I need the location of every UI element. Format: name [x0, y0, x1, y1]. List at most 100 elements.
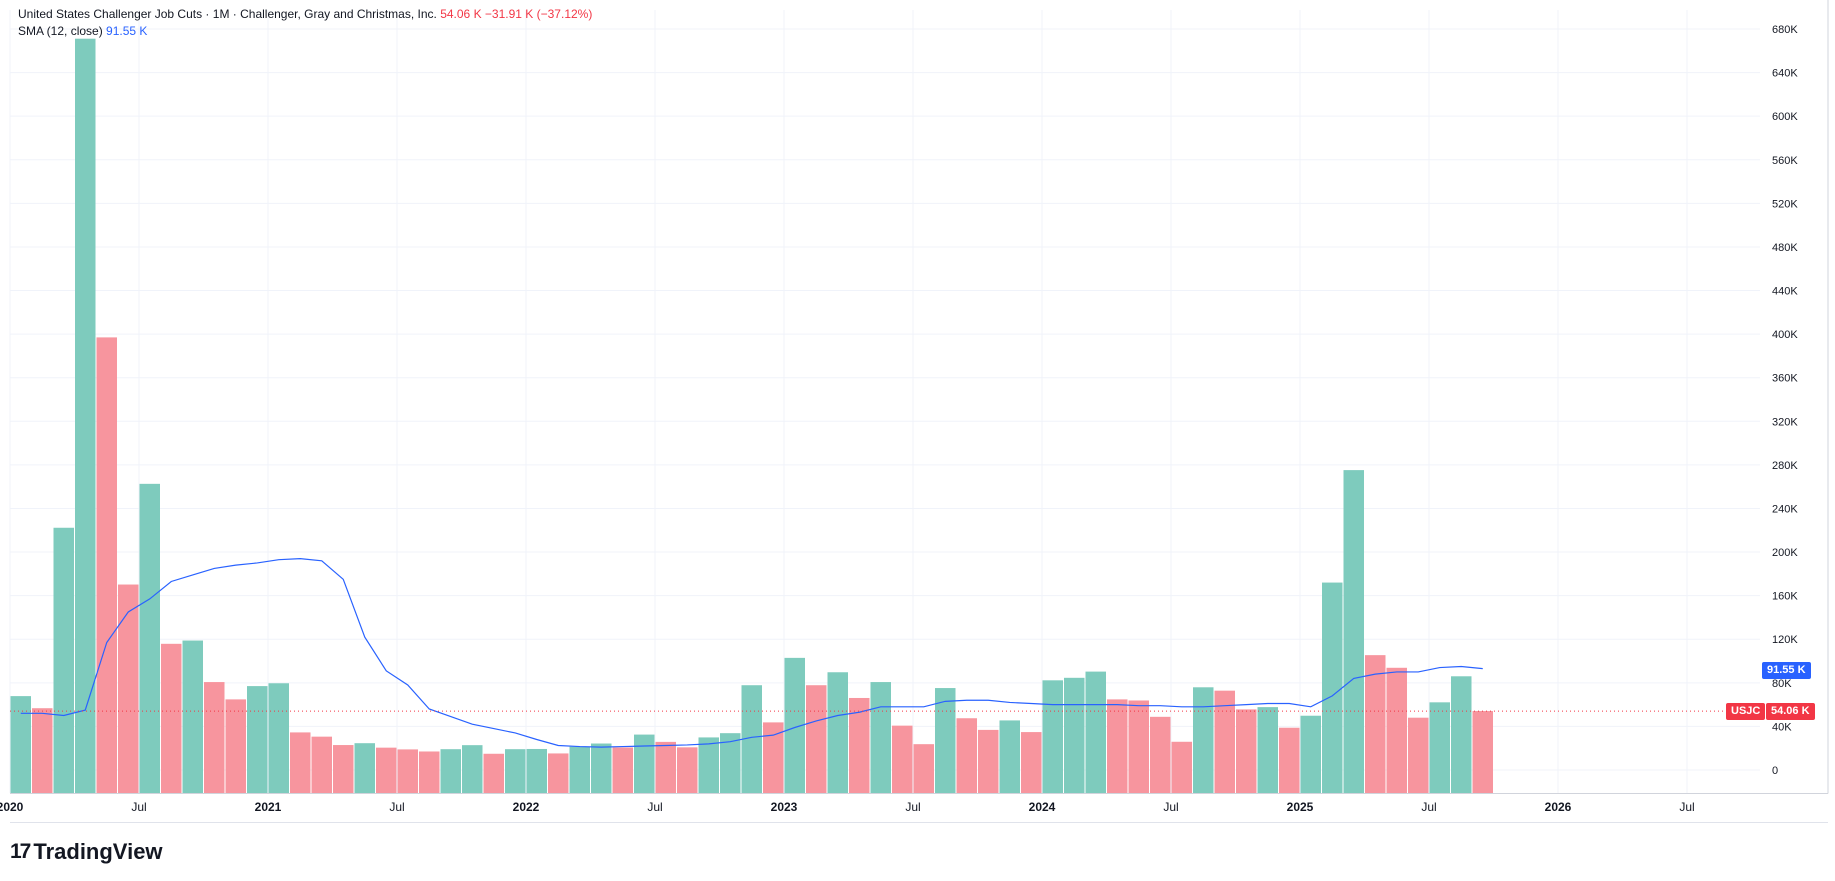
- y-tick-label: 560K: [1772, 155, 1798, 167]
- y-axis-ticks: 0 40K 80K 120K 160K 200K 240K 280K 320K 360K 400K 4…: [1772, 24, 1798, 777]
- bar: [1451, 676, 1472, 793]
- bar: [892, 725, 913, 793]
- last-value: 54.06 K: [440, 7, 482, 21]
- bar: [182, 640, 203, 793]
- bar: [677, 747, 698, 793]
- bar: [204, 682, 225, 793]
- x-tick-label: Jul: [1163, 800, 1178, 814]
- series-title[interactable]: United States Challenger Job Cuts · 1M ·…: [18, 7, 437, 21]
- bar: [290, 732, 311, 793]
- bar: [1128, 700, 1149, 793]
- bar: [462, 745, 483, 793]
- bar: [1042, 680, 1063, 793]
- bar: [1150, 716, 1171, 793]
- bar: [397, 749, 418, 793]
- bar: [311, 736, 332, 793]
- bar: [1085, 671, 1106, 793]
- legend-row-main: United States Challenger Job Cuts · 1M ·…: [18, 6, 592, 23]
- bar: [913, 744, 934, 793]
- bar: [827, 672, 848, 793]
- bar: [75, 38, 96, 794]
- change-value: −31.91 K (−37.12%): [484, 7, 593, 21]
- bar: [1343, 470, 1364, 793]
- bar: [96, 337, 117, 793]
- x-tick-label: 2023: [771, 800, 798, 814]
- bar: [526, 748, 547, 793]
- bar: [784, 657, 805, 793]
- bar: [1236, 709, 1257, 793]
- bar: [806, 685, 827, 793]
- x-tick-label: Jul: [131, 800, 146, 814]
- x-axis-ticks: 2020 Jul 2021 Jul 2022 Jul 2023 Jul 2024 Jul 2025 J…: [0, 800, 1695, 814]
- bar: [505, 749, 526, 793]
- bar: [1214, 690, 1235, 793]
- bar: [698, 737, 719, 793]
- x-tick-label: Jul: [389, 800, 404, 814]
- x-tick-label: 2025: [1287, 800, 1314, 814]
- bar: [118, 584, 139, 793]
- bar: [354, 743, 375, 793]
- bar: [440, 749, 461, 793]
- bar: [849, 697, 870, 793]
- bar: [634, 734, 655, 793]
- y-tick-label: 80K: [1772, 678, 1792, 690]
- y-tick-label: 160K: [1772, 591, 1798, 603]
- y-tick-label: 360K: [1772, 373, 1798, 385]
- bar: [268, 683, 289, 793]
- bar: [720, 733, 741, 793]
- sma-price-tag: 91.55 K: [1762, 662, 1811, 679]
- bar: [1365, 655, 1386, 793]
- bar: [1279, 727, 1300, 793]
- bar: [1429, 702, 1450, 793]
- bar: [376, 747, 397, 793]
- x-tick-label: 2024: [1029, 800, 1056, 814]
- bar: [1322, 582, 1343, 793]
- y-tick-label: 680K: [1772, 24, 1798, 36]
- x-tick-label: Jul: [647, 800, 662, 814]
- bar: [591, 743, 612, 793]
- bar: [999, 720, 1020, 793]
- y-tick-label: 240K: [1772, 503, 1798, 515]
- bar: [569, 746, 590, 793]
- bar: [935, 688, 956, 793]
- tradingview-logo-icon: 17: [10, 840, 31, 863]
- bar: [612, 747, 633, 793]
- bar: [247, 686, 268, 793]
- x-tick-label: Jul: [1679, 800, 1694, 814]
- bar: [1408, 717, 1429, 793]
- chart-legend: United States Challenger Job Cuts · 1M ·…: [18, 6, 592, 40]
- y-tick-label: 400K: [1772, 329, 1798, 341]
- x-tick-label: 2022: [513, 800, 540, 814]
- bar: [1386, 667, 1407, 793]
- bar: [978, 729, 999, 793]
- histogram-bars: [10, 38, 1493, 794]
- y-tick-label: 520K: [1772, 198, 1798, 210]
- bar: [763, 722, 784, 793]
- y-tick-label: 200K: [1772, 547, 1798, 559]
- bar: [483, 753, 504, 793]
- sma-line: [20, 557, 1483, 748]
- x-tick-label: 2020: [0, 800, 24, 814]
- y-tick-label: 0: [1772, 765, 1778, 777]
- bar: [419, 751, 440, 793]
- axes: [10, 0, 1829, 823]
- sma-label[interactable]: SMA (12, close): [18, 24, 103, 38]
- bar: [161, 643, 182, 793]
- bar: [1171, 741, 1192, 793]
- tradingview-logo[interactable]: 17 TradingView: [10, 838, 163, 866]
- bar: [655, 741, 676, 793]
- legend-row-sma: SMA (12, close) 91.55 K: [18, 23, 592, 40]
- symbol-tag: USJC: [1726, 703, 1766, 720]
- grid-lines: [9, 10, 1760, 793]
- bar: [1064, 677, 1085, 793]
- sma-value: 91.55 K: [106, 24, 148, 38]
- x-tick-label: Jul: [905, 800, 920, 814]
- x-tick-label: 2021: [255, 800, 282, 814]
- bar: [10, 696, 31, 793]
- bar: [956, 718, 977, 793]
- x-tick-label: 2026: [1545, 800, 1572, 814]
- y-tick-label: 320K: [1772, 416, 1798, 428]
- y-tick-label: 120K: [1772, 634, 1798, 646]
- bar: [53, 527, 74, 793]
